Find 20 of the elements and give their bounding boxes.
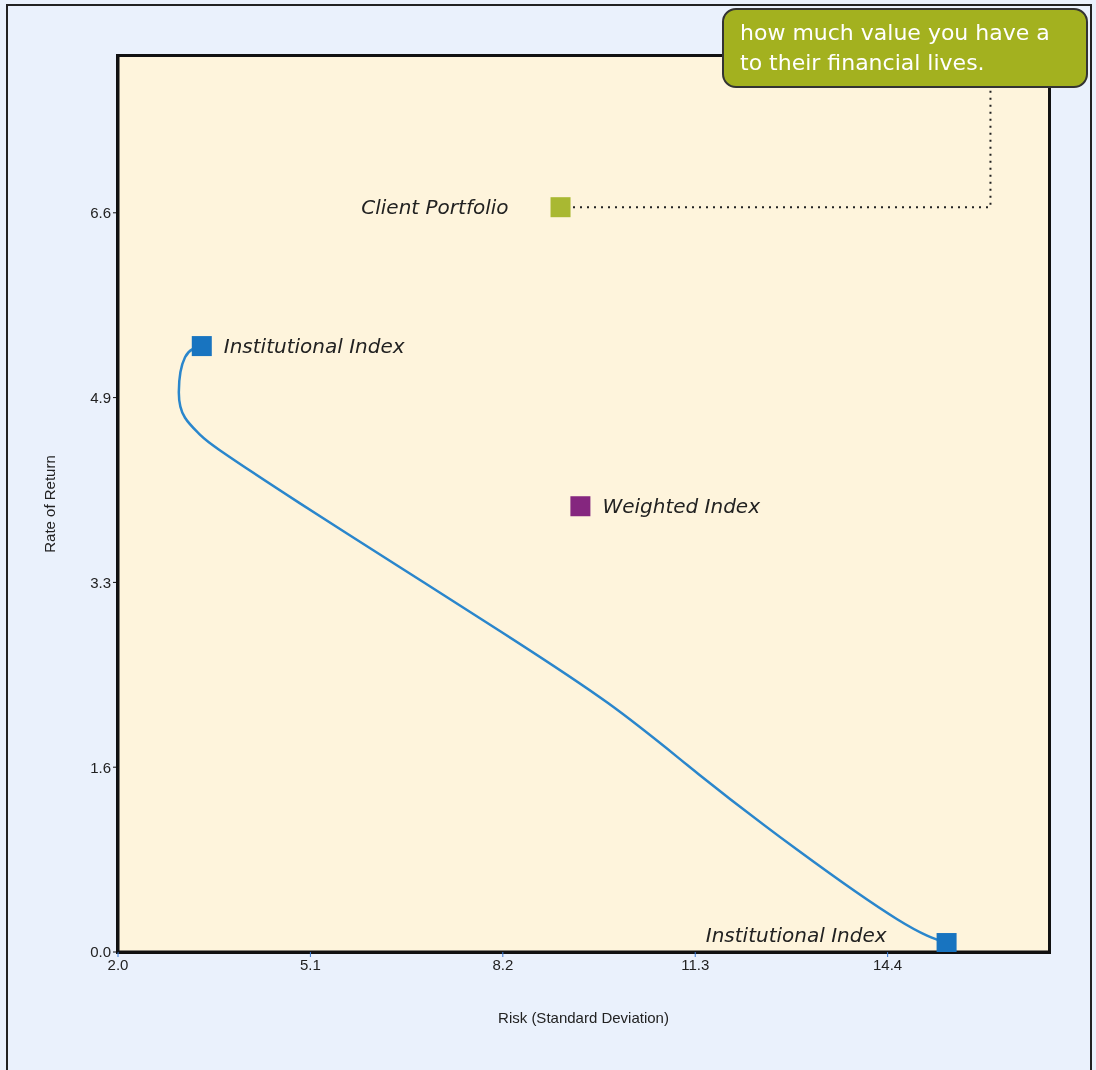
x-tick-label: 8.2 bbox=[492, 955, 514, 973]
series-label: Weighted Index bbox=[602, 494, 761, 519]
y-tick-label: 0.0 bbox=[90, 943, 111, 961]
text: Institutional Index bbox=[705, 923, 887, 948]
x-tick-label: 5.1 bbox=[299, 955, 321, 973]
annotation: how much value you have a to their financial lives. bbox=[722, 8, 1088, 88]
x-tick-label: 11.3 bbox=[681, 955, 710, 973]
point bbox=[570, 496, 591, 517]
point bbox=[936, 933, 957, 952]
y-tick-label: 3.3 bbox=[90, 573, 111, 591]
x-tick-label: 14.4 bbox=[873, 955, 903, 973]
text: Client Portfolio bbox=[361, 195, 509, 220]
y-tick-label: 6.6 bbox=[90, 204, 111, 222]
point bbox=[550, 197, 571, 218]
y-tick-label: 1.6 bbox=[90, 758, 111, 776]
y-axis-title: Rate of Return bbox=[41, 455, 59, 553]
series-label: Institutional Index bbox=[223, 334, 405, 359]
x-axis-title: Risk (Standard Deviation) bbox=[498, 1008, 669, 1026]
point bbox=[191, 336, 212, 357]
y-tick-label: 4.9 bbox=[90, 388, 111, 406]
